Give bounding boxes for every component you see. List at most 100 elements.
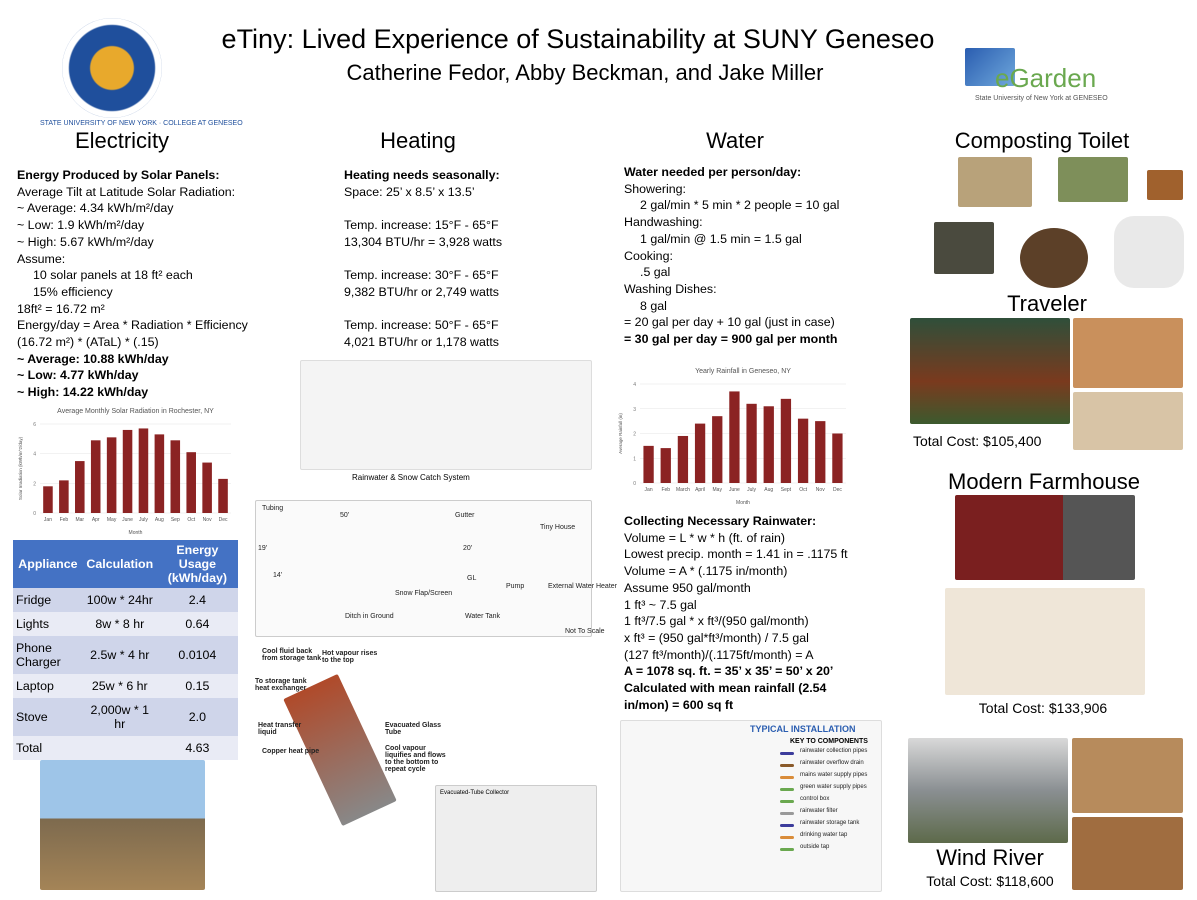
text-line: Energy/day = Area * Radiation * Efficien… <box>17 318 248 333</box>
x-tick-label: Aug <box>764 487 773 493</box>
diagram-label: 14' <box>273 572 283 579</box>
text-line: 1 ft³ ~ 7.5 gal <box>624 597 697 612</box>
diagram-label: 20' <box>463 545 473 552</box>
bar <box>660 448 671 483</box>
diagram-label: 50' <box>340 512 350 519</box>
x-tick-label: Oct <box>799 487 807 493</box>
x-tick-label: March <box>676 487 690 493</box>
text-line: ~ High: 14.22 kWh/day <box>17 385 149 400</box>
solar-chart: Average Monthly Solar Radiation in Roche… <box>18 408 231 536</box>
key-swatch <box>780 800 794 803</box>
bar <box>90 440 101 513</box>
text-line: Lowest precip. month = 1.41 in = .1175 f… <box>624 547 848 562</box>
x-tick-label: Apr <box>92 517 100 523</box>
text-line: ~ Average: 10.88 kWh/day <box>17 351 169 366</box>
table-cell <box>82 736 157 760</box>
photo <box>955 495 1135 580</box>
bar <box>59 480 69 513</box>
diagram-label: Snow Flap/Screen <box>395 590 453 597</box>
chart-title: Average Monthly Solar Radiation in Roche… <box>57 408 214 415</box>
bar <box>43 486 53 513</box>
x-tick-label: July <box>139 517 148 523</box>
table-cell: 2.0 <box>156 698 238 736</box>
x-tick-label: June <box>122 517 133 523</box>
x-tick-label: Feb <box>60 517 69 523</box>
bar <box>154 434 165 513</box>
x-tick-label: Dec <box>219 517 228 523</box>
diagram-label: Cool vapour liquifies and flows to the b… <box>385 745 446 773</box>
text-line: Heating needs seasonally: <box>344 168 500 182</box>
photo <box>1073 318 1183 388</box>
y-tick-label: 0 <box>633 481 636 487</box>
table-cell: 2.4 <box>156 588 238 612</box>
photo <box>1058 157 1128 202</box>
text-line: 2 gal/min * 5 min * 2 people = 10 gal <box>640 198 840 213</box>
table-cell: Stove <box>13 698 83 736</box>
diagram-label: 19' <box>258 545 268 552</box>
heading: Traveler <box>1007 291 1087 316</box>
y-tick-label: 3 <box>633 407 636 413</box>
key-label: mains water supply pipes <box>800 772 868 778</box>
text-line: ~ High: 5.67 kWh/m²/day <box>17 234 154 249</box>
key-label: rainwater storage tank <box>800 820 860 826</box>
text-line: ~ Average: 4.34 kWh/m²/day <box>17 201 174 216</box>
table-row: Fridge 100w * 24hr 2.4 <box>13 588 238 612</box>
table-header: Appliance <box>13 540 83 588</box>
diagram-label: Pump <box>506 583 525 590</box>
text-line: Volume = L * w * h (ft. of rain) <box>624 530 786 545</box>
text-line: Temp. increase: 50°F - 65°F <box>344 318 499 332</box>
y-tick-label: 0 <box>33 511 36 517</box>
logo-title: eGarden <box>995 63 1097 93</box>
photo <box>910 318 1070 424</box>
rain-chart: Yearly Rainfall in Geneseo, NY Average Ra… <box>618 368 846 506</box>
table-header: Energy Usage (kWh/day) <box>156 540 238 588</box>
table-row: Stove 2,000w * 1 hr 2.0 <box>13 698 238 736</box>
y-tick-label: 4 <box>633 382 636 388</box>
key-swatch <box>780 764 794 767</box>
x-tick-label: May <box>107 517 117 523</box>
diagram-label: Tubing <box>262 505 284 512</box>
text-line: 18ft² = 16.72 m² <box>17 301 105 316</box>
bar <box>170 440 181 513</box>
table-cell: Phone Charger <box>13 636 83 674</box>
rain-catch-diagram <box>255 500 592 637</box>
heading: Modern Farmhouse <box>948 469 1140 494</box>
seal-text: STATE UNIVERSITY OF NEW YORK · COLLEGE A… <box>40 120 243 127</box>
diagram-label: Water Tank <box>465 613 501 620</box>
text-line: = 30 gal per day = 900 gal per month <box>624 332 838 346</box>
table-cell: 2.5w * 4 hr <box>82 636 157 674</box>
text-line: Handwashing: <box>624 215 703 230</box>
text-line: Calculated with mean rainfall (2.54 <box>624 681 827 695</box>
x-tick-label: Nov <box>203 517 212 523</box>
bar <box>186 452 196 513</box>
table-row: Total 4.63 <box>13 736 238 760</box>
y-tick-label: 2 <box>33 481 36 487</box>
table-cell: 2,000w * 1 hr <box>82 698 157 736</box>
text-line: 9,382 BTU/hr or 2,749 watts <box>344 284 499 299</box>
cost: Total Cost: $133,906 <box>978 700 1108 716</box>
heading: Wind River <box>936 845 1044 870</box>
bar <box>138 428 149 513</box>
key-label: rainwater collection pipes <box>800 748 868 754</box>
photo <box>958 157 1032 207</box>
text-line: Average Tilt at Latitude Solar Radiation… <box>17 184 236 199</box>
text-line: 8 gal <box>640 298 667 313</box>
x-axis-label: Month <box>736 500 750 506</box>
table-cell: 0.15 <box>156 674 238 698</box>
photo <box>1072 817 1183 890</box>
text-line: 1 ft³/7.5 gal * x ft³/(950 gal/month) <box>624 614 809 629</box>
x-tick-label: Dec <box>833 487 842 493</box>
key-swatch <box>780 788 794 791</box>
title: eTiny: Lived Experience of Sustainabilit… <box>221 24 935 54</box>
text-line: 15% efficiency <box>33 284 113 299</box>
photo <box>945 588 1145 695</box>
table-cell: 0.0104 <box>156 636 238 674</box>
text-line: = 20 gal per day + 10 gal (just in case) <box>624 315 835 330</box>
x-tick-label: Jan <box>645 487 653 493</box>
x-tick-label: Mar <box>75 517 84 523</box>
bar <box>677 435 689 483</box>
bar <box>815 421 826 483</box>
bar <box>729 391 740 483</box>
key-label: rainwater filter <box>800 808 838 814</box>
diagram-label: External Water Heater <box>548 583 617 590</box>
